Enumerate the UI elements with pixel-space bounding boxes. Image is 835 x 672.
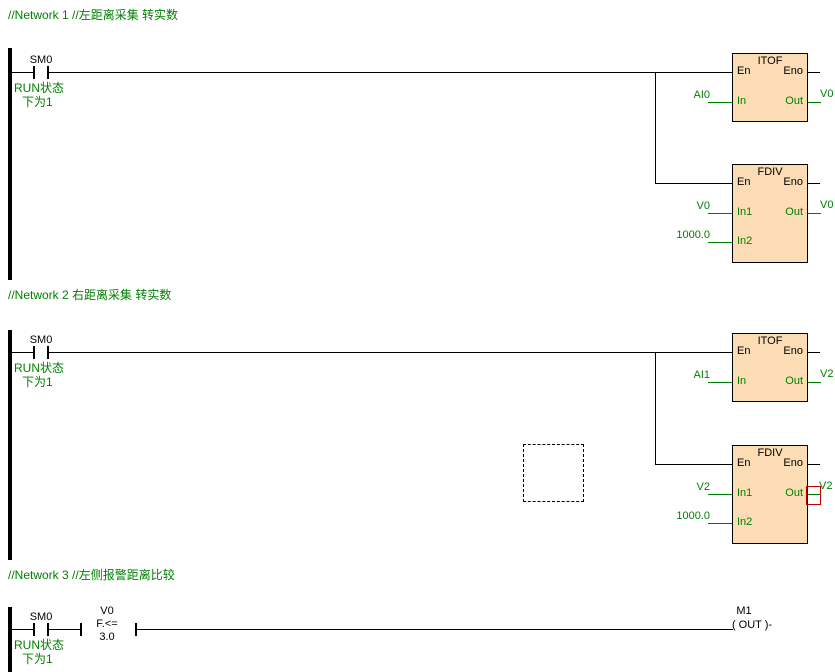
- compare-contact-bar[interactable]: [135, 623, 137, 636]
- itof-block[interactable]: ITOF En Eno In Out: [732, 333, 808, 402]
- out-coil[interactable]: ( OUT )-: [731, 619, 773, 631]
- out-operand[interactable]: V0: [820, 199, 834, 211]
- fdiv-block[interactable]: FDIV En Eno In1 Out In2: [732, 164, 808, 263]
- out-operand[interactable]: V0: [820, 88, 834, 100]
- in1-operand[interactable]: V0: [696, 200, 710, 212]
- pin-in: In: [737, 95, 747, 107]
- contact-operand[interactable]: SM0: [29, 611, 53, 623]
- block-title: ITOF: [757, 55, 783, 67]
- pin-in1: In1: [737, 487, 753, 499]
- power-rail: [8, 48, 12, 280]
- fdiv-block[interactable]: FDIV En Eno In1 Out In2: [732, 445, 808, 544]
- compare-contact-bar[interactable]: [80, 623, 82, 636]
- operand-stub: [708, 494, 732, 495]
- contact-bar[interactable]: [47, 346, 49, 359]
- power-rail: [8, 607, 12, 672]
- pin-eno: Eno: [783, 176, 803, 188]
- pin-in1: In1: [737, 206, 753, 218]
- eno-stub: [808, 183, 820, 184]
- operand-stub: [708, 213, 732, 214]
- contact-bar[interactable]: [33, 66, 35, 79]
- out-stub: [808, 213, 821, 214]
- pin-en: En: [737, 457, 751, 469]
- out-stub: [808, 382, 821, 383]
- compare-operand1[interactable]: V0: [100, 605, 114, 617]
- pin-out: Out: [785, 95, 803, 107]
- eno-stub: [808, 352, 820, 353]
- pin-out: Out: [785, 487, 803, 499]
- pin-in: In: [737, 375, 747, 387]
- eno-stub: [808, 72, 820, 73]
- coil-operand[interactable]: M1: [736, 605, 752, 617]
- in2-operand[interactable]: 1000.0: [676, 510, 710, 522]
- contact-symbol-comment: 下为1: [22, 375, 53, 389]
- wire: [655, 464, 732, 465]
- compare-operand2[interactable]: 3.0: [99, 631, 115, 643]
- wire-branch: [655, 352, 656, 465]
- pin-eno: Eno: [783, 457, 803, 469]
- wire: [12, 352, 33, 353]
- wire: [655, 183, 732, 184]
- eno-stub: [808, 464, 820, 465]
- in2-operand[interactable]: 1000.0: [676, 229, 710, 241]
- pin-out: Out: [785, 206, 803, 218]
- in-operand[interactable]: AI0: [693, 89, 710, 101]
- out-stub: [808, 494, 821, 495]
- contact-symbol-comment: 下为1: [22, 652, 53, 666]
- wire-branch: [655, 72, 656, 184]
- contact-symbol-comment: RUN状态: [14, 638, 64, 652]
- wire: [12, 629, 33, 630]
- contact-operand[interactable]: SM0: [29, 54, 53, 66]
- pin-eno: Eno: [783, 345, 803, 357]
- in1-operand[interactable]: V2: [696, 481, 710, 493]
- contact-operand[interactable]: SM0: [29, 334, 53, 346]
- contact-bar[interactable]: [33, 346, 35, 359]
- operand-stub: [708, 242, 732, 243]
- selection-marquee: [523, 444, 584, 502]
- out-operand[interactable]: V2: [819, 480, 833, 492]
- compare-operator[interactable]: F.<=: [96, 618, 118, 630]
- out-stub: [808, 102, 821, 103]
- contact-bar[interactable]: [47, 623, 49, 636]
- pin-en: En: [737, 176, 751, 188]
- wire: [137, 629, 733, 630]
- block-title: FDIV: [757, 166, 783, 178]
- pin-in2: In2: [737, 235, 753, 247]
- network-3-comment[interactable]: //Network 3 //左侧报警距离比较: [8, 568, 175, 582]
- wire: [12, 72, 33, 73]
- in-operand[interactable]: AI1: [693, 369, 710, 381]
- contact-bar[interactable]: [33, 623, 35, 636]
- block-title: ITOF: [757, 335, 783, 347]
- pin-out: Out: [785, 375, 803, 387]
- operand-stub: [708, 102, 732, 103]
- pin-eno: Eno: [783, 65, 803, 77]
- wire: [49, 72, 732, 73]
- wire: [49, 352, 732, 353]
- contact-symbol-comment: RUN状态: [14, 81, 64, 95]
- power-rail: [8, 330, 12, 560]
- out-operand[interactable]: V2: [820, 368, 834, 380]
- itof-block[interactable]: ITOF En Eno In Out: [732, 53, 808, 122]
- operand-stub: [708, 382, 732, 383]
- network-1-comment[interactable]: //Network 1 //左距离采集 转实数: [8, 8, 179, 22]
- pin-in2: In2: [737, 516, 753, 528]
- pin-en: En: [737, 345, 751, 357]
- network-2-comment[interactable]: //Network 2 右距离采集 转实数: [8, 288, 172, 302]
- operand-stub: [708, 523, 732, 524]
- wire: [49, 629, 80, 630]
- contact-symbol-comment: 下为1: [22, 95, 53, 109]
- operand-edit-cursor: [806, 486, 821, 505]
- block-title: FDIV: [757, 447, 783, 459]
- contact-symbol-comment: RUN状态: [14, 361, 64, 375]
- pin-en: En: [737, 65, 751, 77]
- contact-bar[interactable]: [47, 66, 49, 79]
